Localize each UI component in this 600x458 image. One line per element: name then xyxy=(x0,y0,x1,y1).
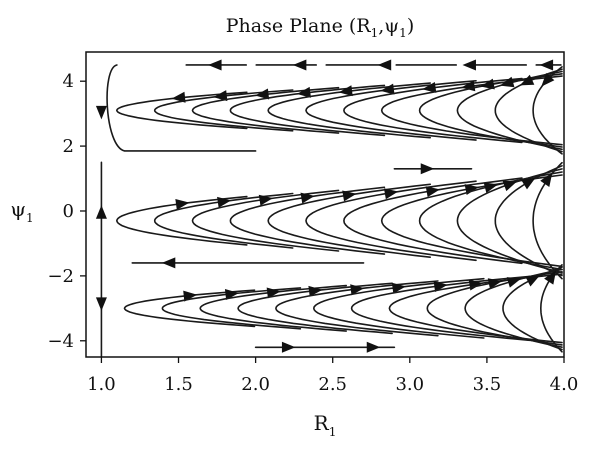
stream-arrow xyxy=(213,90,228,102)
x-tick-label: 2.5 xyxy=(318,374,347,395)
streamline xyxy=(161,287,302,330)
stream-arrow xyxy=(208,59,222,71)
stream-arrow xyxy=(425,186,440,198)
stream-arrow xyxy=(487,278,503,290)
streamline xyxy=(267,183,431,258)
stream-arrow xyxy=(502,180,518,192)
stream-arrow xyxy=(420,163,435,175)
y-tick-label: 2 xyxy=(63,136,74,157)
streamline xyxy=(350,275,531,342)
streamline xyxy=(380,174,563,268)
stream-arrow xyxy=(338,85,353,97)
stream-arrow xyxy=(281,341,296,353)
stream-arrow xyxy=(422,81,437,93)
stream-arrow xyxy=(224,289,239,300)
y-tick-label: −2 xyxy=(47,266,74,287)
y-axis: −4 −2 0 2 4 xyxy=(47,71,86,352)
stream-arrow xyxy=(540,172,553,187)
x-tick-label: 3.5 xyxy=(473,374,502,395)
stream-arrow xyxy=(308,285,323,297)
stream-arrow xyxy=(258,194,273,206)
plot-frame xyxy=(85,51,565,358)
streamline xyxy=(343,177,523,265)
stream-arrow xyxy=(217,196,232,208)
streamline xyxy=(464,268,563,348)
stream-arrow xyxy=(380,83,395,95)
stream-arrow xyxy=(433,281,448,293)
x-tick-label: 1.0 xyxy=(87,374,116,395)
x-axis-label: R1 xyxy=(314,411,337,439)
y-axis-label: ψ1 xyxy=(10,197,33,225)
stream-arrow xyxy=(525,275,540,287)
stream-arrow xyxy=(342,190,357,202)
streamline xyxy=(237,282,393,335)
streamline xyxy=(456,168,563,274)
streamline xyxy=(191,189,340,252)
streamline xyxy=(275,280,439,337)
stream-arrow xyxy=(480,78,495,90)
x-tick-label: 1.5 xyxy=(164,374,193,395)
stream-arrow xyxy=(391,282,406,294)
streamline xyxy=(426,271,563,346)
streamline xyxy=(106,64,257,152)
x-tick-label: 4.0 xyxy=(550,374,579,395)
x-tick-label: 3.0 xyxy=(395,374,424,395)
stream-arrow xyxy=(95,205,107,219)
stream-arrow xyxy=(366,341,381,353)
stream-arrow xyxy=(544,270,557,285)
stream-arrow xyxy=(296,86,311,98)
stream-arrow xyxy=(541,72,555,87)
streamline xyxy=(123,289,256,328)
streamline xyxy=(418,171,563,271)
streamline xyxy=(229,186,386,255)
stream-arrow xyxy=(161,257,176,269)
stream-arrow xyxy=(383,188,399,200)
stream-arrow xyxy=(519,74,535,86)
stream-arrow xyxy=(506,277,522,288)
y-tick-label: −4 xyxy=(47,331,74,352)
stream-arrow xyxy=(499,76,515,88)
stream-arrow xyxy=(266,287,281,299)
x-axis: 1.0 1.5 2.0 2.5 3.0 3.5 4.0 xyxy=(87,357,578,395)
stream-arrow xyxy=(300,192,315,204)
streamline xyxy=(153,192,294,249)
y-tick-label: 0 xyxy=(63,201,74,222)
stream-arrow xyxy=(95,105,107,120)
plot-area xyxy=(95,59,563,358)
stream-arrow xyxy=(255,88,270,100)
stream-arrow xyxy=(521,177,536,190)
chart-title: Phase Plane (R1,ψ1) xyxy=(226,15,414,40)
stream-arrow xyxy=(183,290,198,302)
streamline xyxy=(199,284,347,332)
streamline xyxy=(388,273,563,344)
stream-arrow xyxy=(95,297,107,311)
stream-arrow xyxy=(483,182,499,194)
y-tick-label: 4 xyxy=(63,71,74,92)
stream-arrow xyxy=(292,59,307,71)
stream-arrow xyxy=(462,59,476,71)
stream-arrow xyxy=(350,284,365,296)
streamline xyxy=(305,180,477,262)
streamline xyxy=(312,277,485,339)
x-tick-label: 2.0 xyxy=(241,374,270,395)
stream-arrow xyxy=(377,59,392,71)
stream-arrow xyxy=(175,198,190,210)
stream-arrow xyxy=(171,91,186,103)
stream-arrow xyxy=(539,59,554,71)
streamline xyxy=(115,195,248,246)
